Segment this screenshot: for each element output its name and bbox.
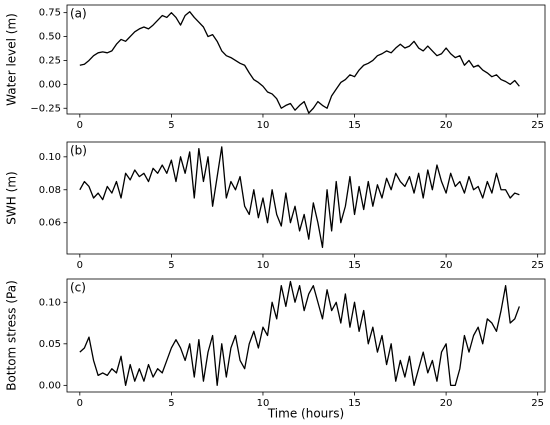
y-tick-label: 0.05 <box>39 339 61 350</box>
x-tick-label: 5 <box>168 260 174 271</box>
panel-label: (c) <box>70 281 86 295</box>
y-axis-label: Water level (m) <box>5 13 19 106</box>
y-tick-label: 0.00 <box>39 79 61 90</box>
y-axis-label: Bottom stress (Pa) <box>5 280 19 391</box>
data-line <box>79 11 520 114</box>
y-tick-label: −0.25 <box>30 103 61 114</box>
x-tick-label: 0 <box>77 120 83 131</box>
x-tick-label: 25 <box>531 260 544 271</box>
x-tick-label: 5 <box>168 120 174 131</box>
x-tick-label: 15 <box>348 260 361 271</box>
axes-frame <box>66 141 546 255</box>
y-tick-label: 0.10 <box>39 297 61 308</box>
x-tick-label: 10 <box>257 398 270 409</box>
data-line <box>79 146 520 249</box>
x-tick-label: 15 <box>348 398 361 409</box>
panel-label: (a) <box>70 7 87 21</box>
x-tick-label: 0 <box>77 260 83 271</box>
x-tick-label: 5 <box>168 398 174 409</box>
x-tick-label: 0 <box>77 398 83 409</box>
x-tick-label: 20 <box>440 398 453 409</box>
axes-frame <box>66 4 546 115</box>
x-tick-label: 25 <box>531 120 544 131</box>
y-tick-label: 0.25 <box>39 55 61 66</box>
x-tick-label: 10 <box>257 260 270 271</box>
y-tick-label: 0.00 <box>39 380 61 391</box>
y-tick-label: 0.06 <box>39 218 61 229</box>
x-axis-label: Time (hours) <box>267 407 344 421</box>
y-tick-label: 0.10 <box>39 152 61 163</box>
y-axis-label: SWH (m) <box>5 171 19 224</box>
x-tick-label: 25 <box>531 398 544 409</box>
x-tick-label: 20 <box>440 120 453 131</box>
y-tick-label: 0.75 <box>39 8 61 19</box>
x-tick-label: 15 <box>348 120 361 131</box>
y-tick-label: 0.08 <box>39 185 61 196</box>
x-tick-label: 20 <box>440 260 453 271</box>
x-tick-label: 10 <box>257 120 270 131</box>
data-line <box>79 280 520 386</box>
panel-label: (b) <box>70 144 87 158</box>
axes-frame <box>66 278 546 393</box>
y-tick-label: 0.50 <box>39 32 61 43</box>
